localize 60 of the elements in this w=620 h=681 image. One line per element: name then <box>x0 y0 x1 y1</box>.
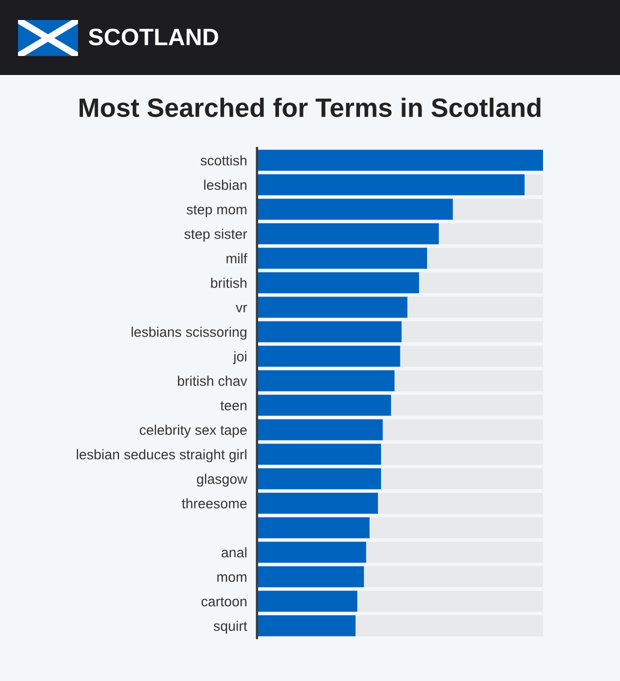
bar <box>400 346 543 367</box>
bar <box>356 615 543 636</box>
bar <box>381 468 543 490</box>
y-tick-label: joi <box>233 351 246 364</box>
bar <box>366 542 543 563</box>
bar <box>257 615 356 636</box>
y-tick-label: step mom <box>186 205 246 218</box>
y-tick-label: step sister <box>184 228 248 242</box>
bar <box>438 223 543 244</box>
bar <box>257 542 366 563</box>
bar <box>391 394 543 416</box>
y-tick-label: british <box>211 278 246 288</box>
bar <box>524 174 543 196</box>
bar <box>257 468 382 490</box>
y-tick-label: cartoon <box>202 597 246 606</box>
y-tick-label: lesbian <box>204 180 246 190</box>
bar <box>357 590 543 612</box>
y-tick-label: milf <box>226 253 248 264</box>
bar <box>257 198 453 220</box>
bar <box>257 346 400 367</box>
y-tick-label: celebrity sex tape <box>140 424 247 438</box>
bar <box>370 517 543 538</box>
bar <box>257 272 420 294</box>
bar <box>257 566 364 588</box>
y-tick-label: british chav <box>178 376 248 386</box>
y-tick-label: lesbians scissoring <box>132 326 246 340</box>
y-tick-label: threesome <box>182 498 247 508</box>
y-tick-label: glasgow <box>196 474 248 487</box>
bar <box>257 223 439 244</box>
bar <box>382 419 543 440</box>
bar <box>257 150 543 171</box>
bar <box>381 444 543 465</box>
bar <box>257 419 383 440</box>
chart-title: Most Searched for Terms in Scotland <box>80 98 540 118</box>
y-tick-label: squirt <box>214 620 248 634</box>
bar <box>402 321 543 342</box>
text: SCOTLAND <box>88 28 218 46</box>
y-tick-label: mom <box>217 574 246 582</box>
bar <box>257 370 395 392</box>
y-tick-label: anal <box>222 547 246 558</box>
bar <box>257 590 358 612</box>
bar <box>452 198 543 220</box>
bar <box>257 444 382 465</box>
bar <box>257 517 370 538</box>
bar <box>257 394 392 416</box>
bar <box>257 174 525 196</box>
bar <box>257 321 402 342</box>
y-tick-label: teen <box>220 401 246 410</box>
bar <box>394 370 543 392</box>
bar <box>419 272 543 294</box>
y-tick-label: vr <box>236 304 248 312</box>
bar <box>407 296 543 318</box>
y-tick-label: lesbian seduces straight girl <box>76 449 246 462</box>
y-tick-label: scottish <box>200 155 246 166</box>
bar <box>257 296 408 318</box>
bar <box>378 492 543 514</box>
bar <box>257 492 378 514</box>
bar <box>427 248 543 269</box>
bar <box>257 248 428 269</box>
bar <box>364 566 543 588</box>
